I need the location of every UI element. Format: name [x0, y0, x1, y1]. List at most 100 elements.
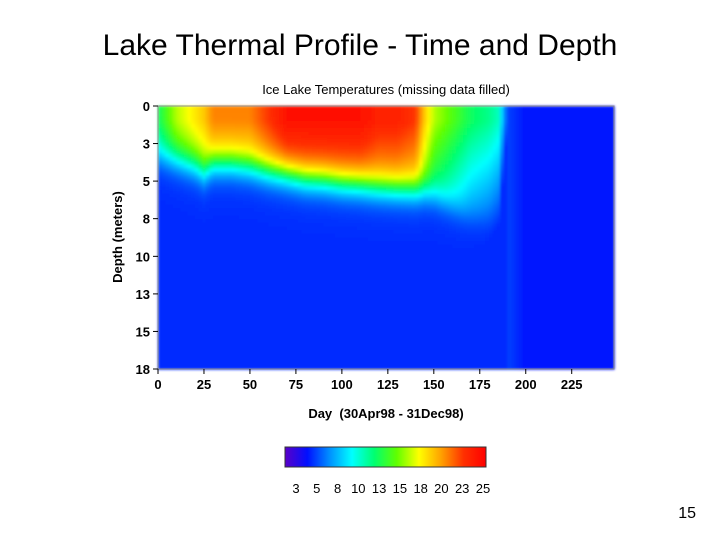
heatmap-cell: [183, 288, 189, 293]
heatmap-cell: [172, 230, 177, 235]
heatmap-cell: [242, 208, 247, 213]
heatmap-cell: [209, 182, 214, 187]
heatmap-cell: [371, 215, 376, 220]
heatmap-cell: [378, 204, 383, 209]
heatmap-cell: [389, 292, 394, 297]
heatmap-cell: [180, 314, 185, 319]
heatmap-cell: [382, 317, 387, 323]
heatmap-cell: [283, 208, 288, 213]
heatmap-cell: [323, 270, 328, 275]
heatmap-cell: [341, 314, 347, 319]
heatmap-cell: [327, 171, 332, 176]
heatmap-cell: [279, 350, 284, 355]
heatmap-cell: [345, 175, 350, 180]
heatmap-cell: [231, 233, 236, 239]
heatmap-cell: [242, 157, 247, 162]
heatmap-cell: [316, 288, 321, 293]
heatmap-cell: [198, 142, 203, 147]
heatmap-cell: [272, 142, 277, 147]
heatmap-cell: [176, 255, 181, 261]
heatmap-cell: [161, 303, 166, 308]
heatmap-cell: [213, 113, 218, 118]
heatmap-cell: [374, 219, 380, 224]
heatmap-cell: [316, 131, 321, 136]
heatmap-cell: [330, 303, 336, 308]
heatmap-cell: [319, 281, 325, 286]
heatmap-cell: [334, 135, 339, 140]
heatmap-cell: [279, 343, 284, 348]
heatmap-cell: [272, 193, 277, 198]
heatmap-cell: [374, 142, 380, 147]
heatmap-cell: [297, 124, 303, 129]
heatmap-cell: [334, 306, 339, 312]
heatmap-cell: [169, 336, 174, 341]
heatmap-cell: [305, 186, 310, 191]
heatmap-cell: [169, 171, 174, 176]
heatmap-cell: [198, 325, 203, 330]
heatmap-cell: [297, 255, 303, 261]
heatmap-cell: [209, 208, 214, 213]
heatmap-cell: [165, 332, 170, 337]
heatmap-cell: [397, 149, 402, 155]
heatmap-cell: [249, 193, 255, 198]
heatmap-cell: [158, 288, 163, 293]
heatmap-cell: [323, 138, 328, 144]
heatmap-cell: [345, 295, 350, 301]
heatmap-cell: [404, 190, 409, 195]
heatmap-cell: [286, 339, 291, 345]
heatmap-cell: [205, 303, 211, 308]
heatmap-cell: [253, 171, 258, 176]
heatmap-cell: [323, 266, 328, 271]
heatmap-cell: [349, 204, 354, 209]
heatmap-cell: [393, 230, 398, 235]
heatmap-cell: [301, 281, 306, 286]
heatmap-cell: [367, 321, 372, 326]
heatmap-cell: [389, 295, 394, 301]
heatmap-cell: [202, 274, 207, 279]
heatmap-cell: [187, 204, 192, 209]
heatmap-cell: [176, 164, 181, 169]
heatmap-cell: [172, 208, 177, 213]
heatmap-cell: [356, 347, 361, 352]
heatmap-cell: [349, 190, 354, 195]
heatmap-cell: [275, 274, 280, 279]
heatmap-cell: [275, 233, 280, 239]
heatmap-cell: [194, 215, 200, 220]
heatmap-cell: [334, 241, 339, 246]
heatmap-cell: [352, 241, 358, 246]
heatmap-cell: [183, 168, 189, 173]
heatmap-cell: [294, 120, 299, 125]
heatmap-cell: [400, 200, 405, 206]
heatmap-cell: [169, 179, 174, 184]
heatmap-cell: [249, 215, 255, 220]
heatmap-cell: [297, 208, 303, 213]
heatmap-cell: [238, 284, 244, 290]
heatmap-cell: [408, 321, 413, 326]
heatmap-cell: [224, 365, 229, 370]
heatmap-cell: [227, 211, 233, 217]
heatmap-cell: [363, 358, 369, 363]
heatmap-cell: [400, 336, 405, 341]
heatmap-cell: [268, 120, 273, 125]
heatmap-cell: [316, 106, 321, 111]
heatmap-cell: [257, 204, 262, 209]
heatmap-cell: [312, 274, 317, 279]
heatmap-cell: [356, 124, 361, 129]
heatmap-cell: [356, 146, 361, 151]
heatmap-cell: [213, 175, 218, 180]
heatmap-cell: [305, 263, 310, 268]
heatmap-cell: [338, 157, 343, 162]
heatmap-cell: [286, 124, 291, 129]
heatmap-cell: [386, 292, 391, 297]
heatmap-cell: [180, 109, 185, 114]
heatmap-cell: [319, 321, 325, 326]
heatmap-cell: [349, 332, 354, 337]
heatmap-cell: [264, 343, 269, 348]
heatmap-cell: [389, 116, 394, 122]
heatmap-cell: [260, 190, 266, 195]
heatmap-cell: [209, 215, 214, 220]
heatmap-cell: [272, 303, 277, 308]
heatmap-cell: [198, 208, 203, 213]
heatmap-cell: [238, 138, 244, 144]
heatmap-cell: [327, 303, 332, 308]
